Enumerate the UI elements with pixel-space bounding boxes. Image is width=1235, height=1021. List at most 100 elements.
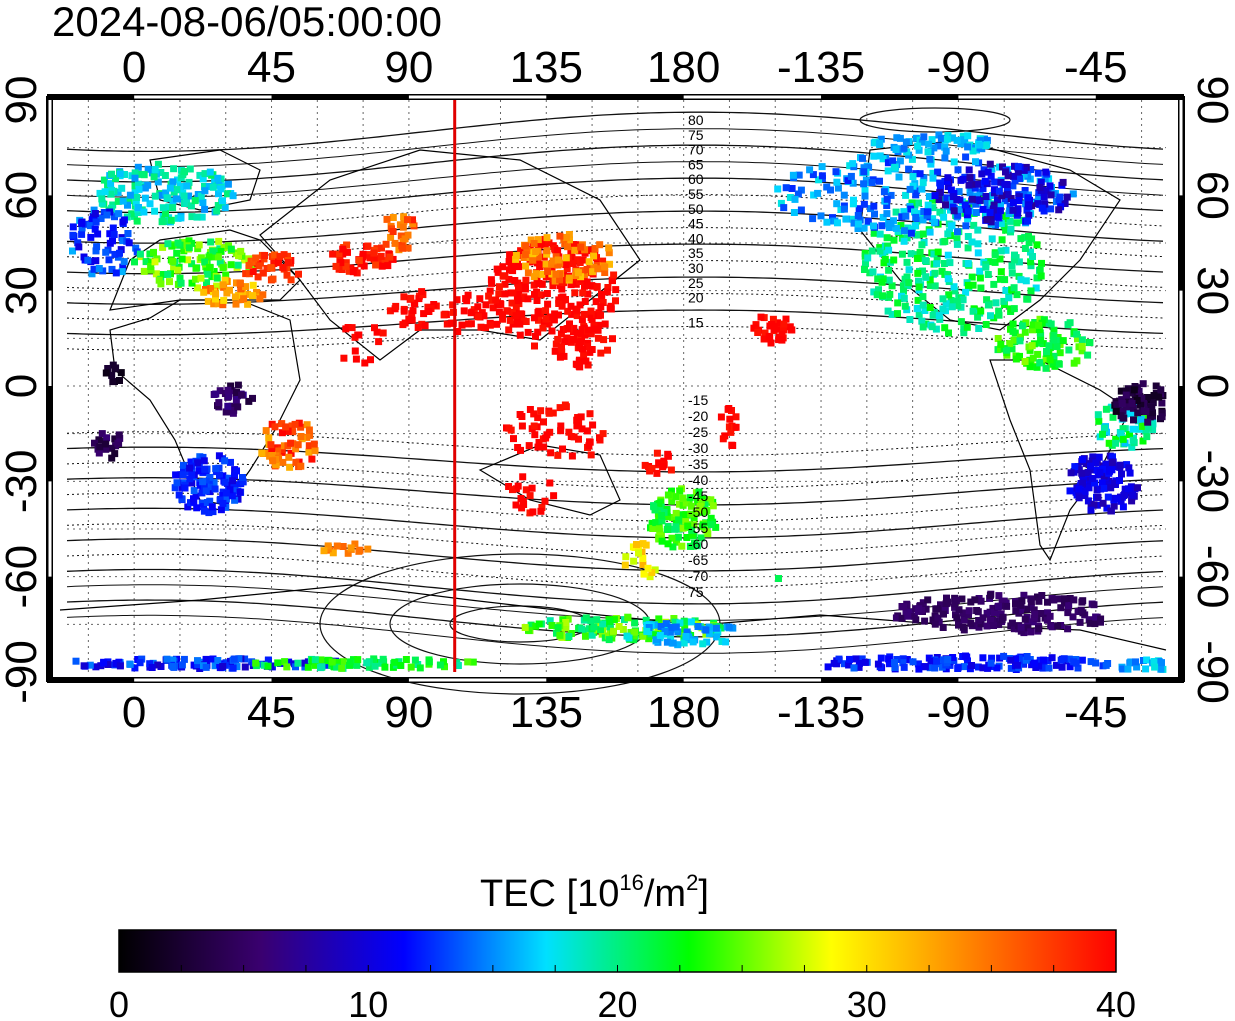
tec-point bbox=[1098, 479, 1106, 487]
tec-point bbox=[173, 186, 181, 194]
tec-point bbox=[1143, 433, 1151, 441]
tec-point bbox=[1078, 336, 1086, 344]
tec-point bbox=[594, 334, 602, 342]
tec-point bbox=[135, 204, 142, 211]
tec-point bbox=[789, 171, 797, 179]
tec-point bbox=[587, 617, 595, 625]
tec-point bbox=[967, 598, 975, 606]
tec-point bbox=[926, 228, 934, 236]
tec-point bbox=[370, 249, 378, 257]
tec-point bbox=[152, 270, 160, 278]
tec-point bbox=[663, 638, 671, 646]
tec-point bbox=[359, 250, 367, 258]
tec-point bbox=[533, 297, 541, 304]
tec-point bbox=[1016, 337, 1024, 345]
tec-point bbox=[453, 296, 461, 304]
tec-point bbox=[909, 658, 917, 666]
tec-point bbox=[522, 276, 530, 284]
tec-point bbox=[907, 608, 915, 616]
tec-point bbox=[1036, 359, 1044, 367]
tec-point bbox=[587, 330, 595, 338]
tec-point bbox=[109, 237, 116, 245]
tec-point bbox=[1002, 287, 1010, 294]
tec-point bbox=[1101, 424, 1109, 432]
tec-point bbox=[686, 494, 694, 502]
tec-point bbox=[538, 504, 546, 511]
tec-point bbox=[765, 332, 773, 340]
tec-point bbox=[782, 315, 790, 323]
tec-point bbox=[682, 511, 690, 519]
tec-point bbox=[664, 452, 672, 460]
tec-point bbox=[855, 205, 863, 213]
y-tick-left: 30 bbox=[0, 266, 46, 315]
tec-point bbox=[151, 192, 159, 200]
y-tick-left: 90 bbox=[0, 76, 46, 125]
tec-point bbox=[227, 245, 235, 253]
tec-point bbox=[1026, 363, 1034, 371]
tec-point bbox=[668, 534, 676, 542]
tec-point bbox=[570, 328, 577, 336]
tec-point bbox=[988, 654, 996, 662]
tec-point bbox=[249, 281, 257, 289]
tec-point bbox=[174, 176, 181, 184]
tec-point bbox=[281, 658, 289, 666]
tec-point bbox=[652, 631, 660, 639]
tec-point bbox=[124, 230, 132, 237]
tec-point bbox=[554, 256, 562, 264]
tec-point bbox=[1007, 664, 1015, 672]
tec-point bbox=[188, 471, 196, 479]
tec-point bbox=[364, 545, 372, 553]
tec-point bbox=[195, 463, 203, 471]
tec-point bbox=[534, 414, 542, 422]
tec-point bbox=[1117, 387, 1125, 395]
tec-point bbox=[530, 314, 538, 322]
tec-point bbox=[995, 592, 1003, 600]
tec-point bbox=[546, 313, 554, 321]
tec-point bbox=[1091, 479, 1098, 487]
tec-point bbox=[86, 661, 94, 669]
tec-point bbox=[1029, 354, 1037, 362]
tec-point bbox=[291, 420, 299, 428]
tec-point bbox=[556, 232, 564, 240]
tec-point bbox=[180, 192, 188, 200]
tec-point bbox=[929, 169, 937, 177]
tec-point bbox=[964, 260, 972, 268]
tec-point bbox=[141, 194, 149, 202]
tec-point bbox=[198, 213, 206, 221]
tec-point bbox=[537, 507, 545, 515]
tec-point bbox=[1045, 664, 1053, 672]
tec-point bbox=[532, 332, 539, 340]
tec-point bbox=[976, 267, 984, 275]
tec-point bbox=[379, 655, 387, 663]
tec-point bbox=[1116, 477, 1123, 484]
tec-point bbox=[225, 392, 233, 400]
tec-point bbox=[1092, 459, 1100, 467]
tec-point bbox=[1055, 206, 1063, 214]
tec-point bbox=[702, 526, 710, 534]
tec-point bbox=[960, 329, 968, 337]
tec-point bbox=[1155, 393, 1163, 401]
tec-point bbox=[540, 418, 547, 426]
tec-point bbox=[951, 600, 959, 608]
tec-point bbox=[566, 320, 573, 328]
tec-point bbox=[1089, 453, 1097, 461]
tec-point bbox=[425, 308, 433, 315]
tec-point bbox=[1014, 205, 1022, 213]
tec-point bbox=[905, 266, 913, 274]
tec-point bbox=[965, 607, 973, 615]
tec-point bbox=[989, 604, 997, 612]
tec-point bbox=[915, 199, 922, 207]
tec-point bbox=[974, 226, 982, 234]
contour-label: 35 bbox=[688, 245, 704, 261]
tec-point bbox=[111, 435, 119, 443]
tec-point bbox=[1027, 262, 1035, 270]
tec-point bbox=[860, 180, 868, 188]
tec-point bbox=[1071, 463, 1079, 471]
tec-point bbox=[840, 205, 848, 213]
tec-point bbox=[545, 409, 553, 417]
tec-point bbox=[567, 302, 575, 310]
tec-point bbox=[181, 484, 189, 492]
tec-point bbox=[1044, 657, 1052, 664]
tec-point bbox=[535, 620, 543, 628]
tec-point bbox=[996, 207, 1004, 215]
